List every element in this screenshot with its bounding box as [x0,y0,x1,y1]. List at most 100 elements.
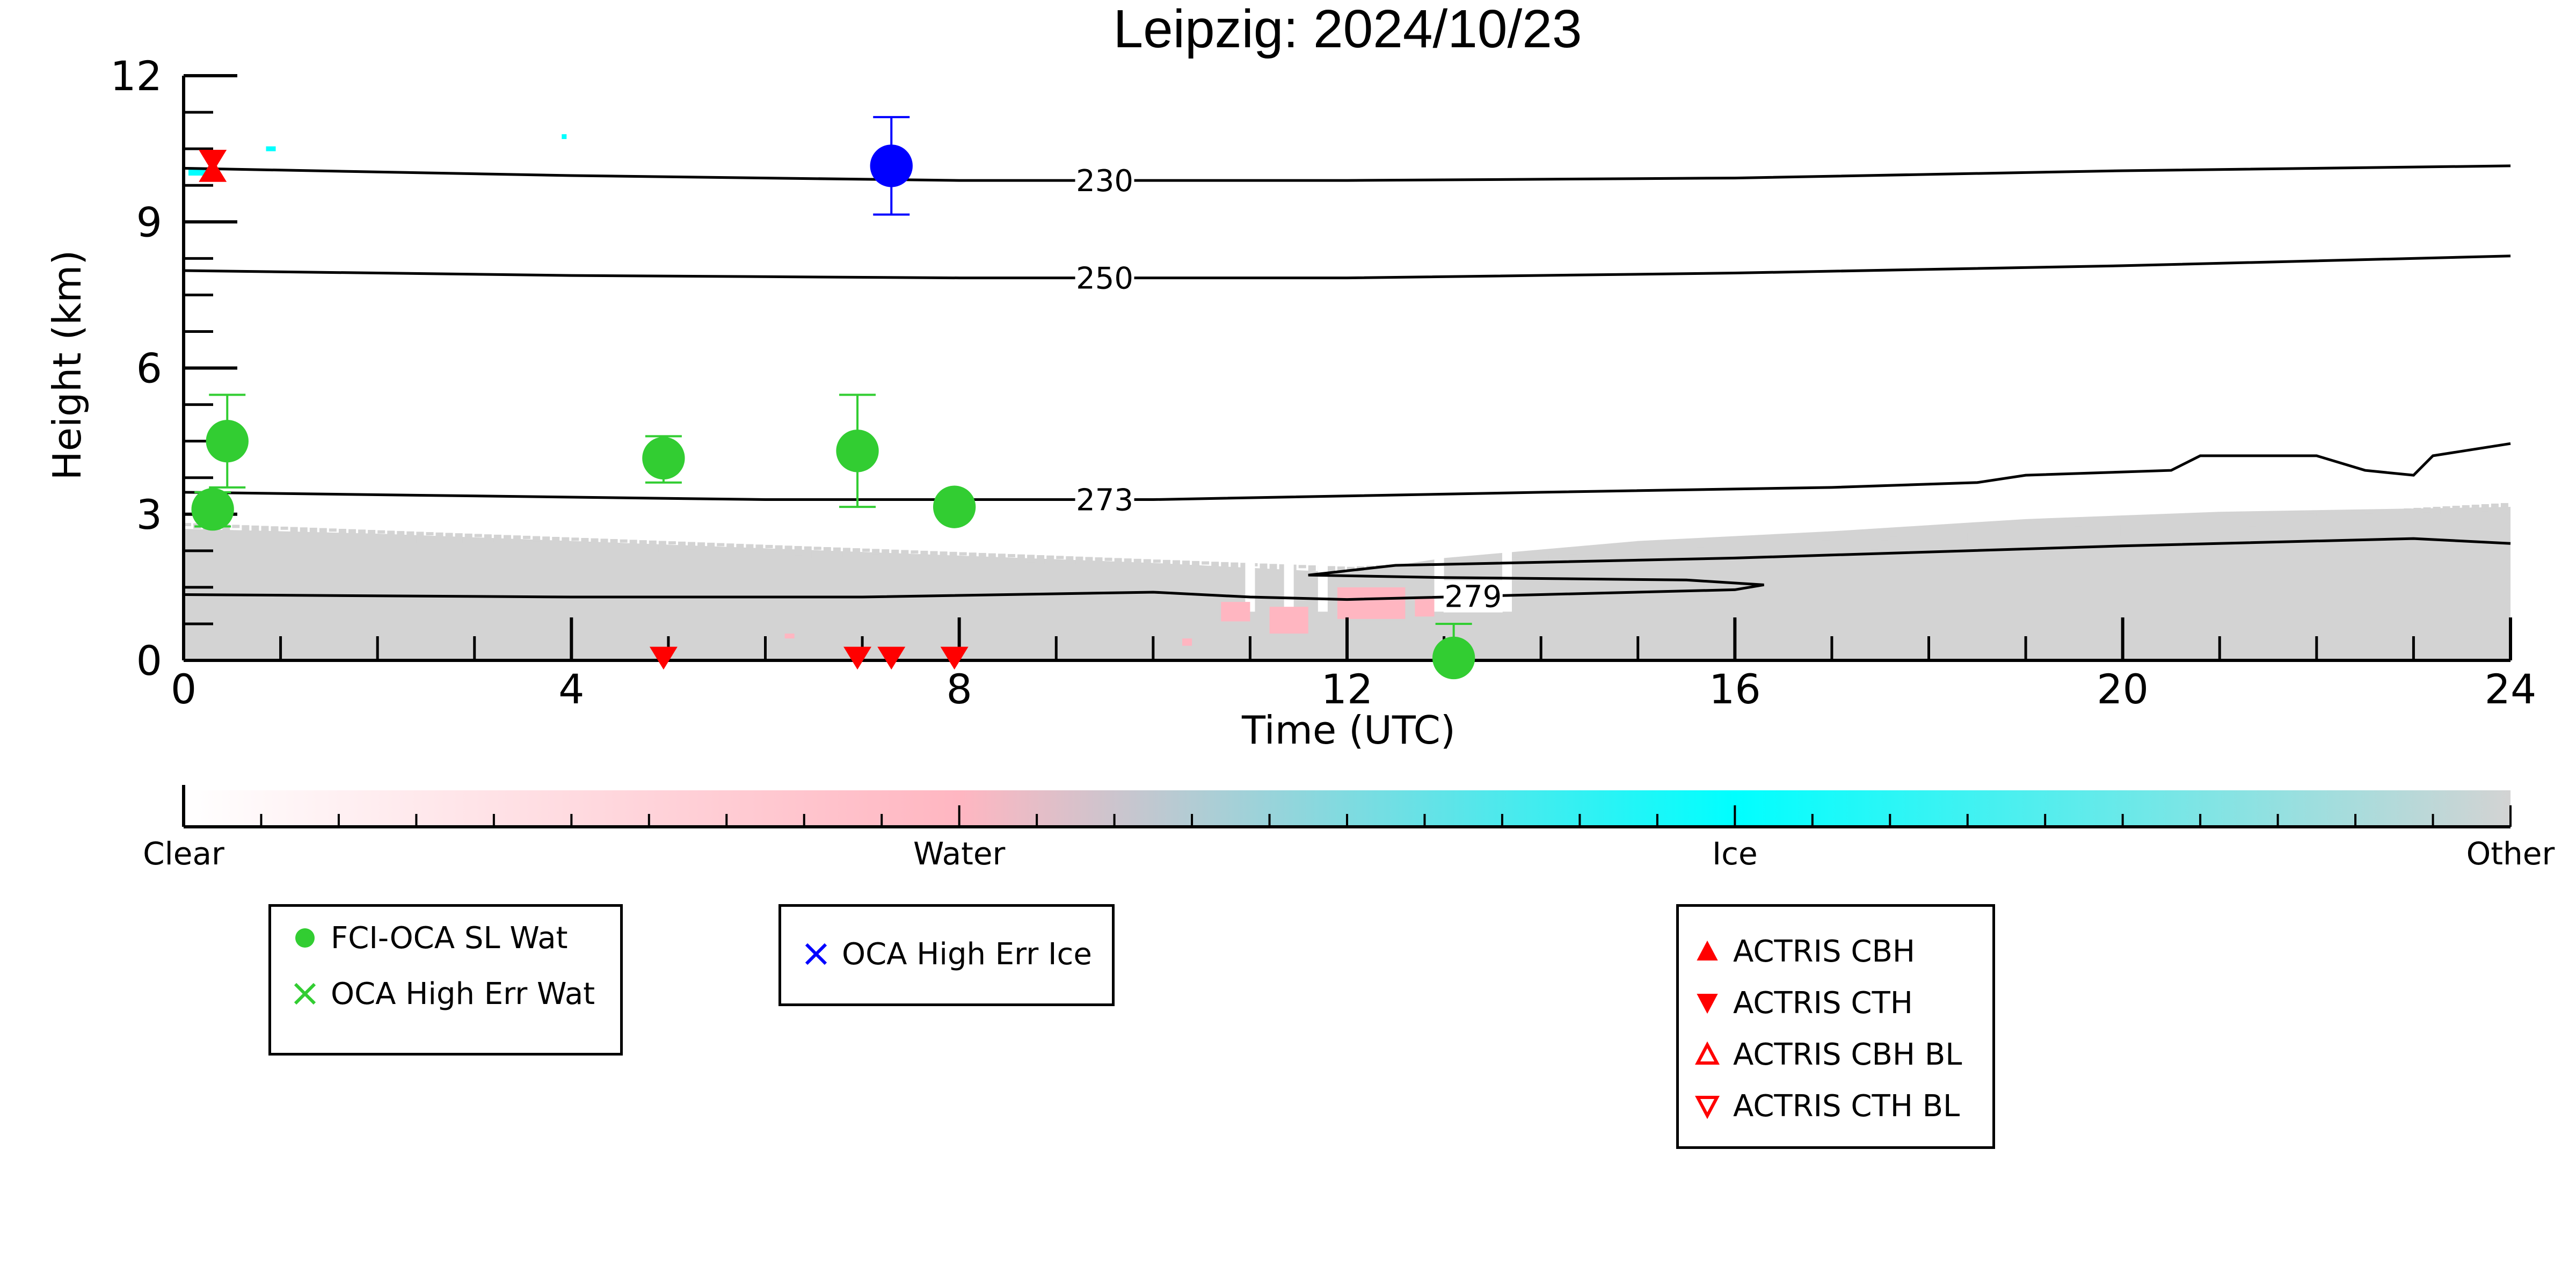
cloud-mask-speckle [784,545,792,554]
cloud-mask-speckle [251,525,259,533]
cloud-mask-speckle [988,553,996,563]
cloud-mask-speckle [1269,564,1277,572]
cloud-mask-water [1182,638,1192,646]
cloud-mask-speckle [1900,536,1908,544]
cloud-mask-speckle [872,549,880,555]
cloud-mask-speckle [2035,528,2043,534]
data-point-0-2 [642,436,685,480]
cloud-mask-speckle [678,541,686,547]
cloud-mask-speckle [930,551,938,559]
cloud-mask-speckle [2239,517,2247,525]
cloud-mask-speckle [2268,515,2276,519]
legend-label: FCI-OCA SL Wat [331,920,568,956]
cloud-mask-speckle [1066,556,1074,562]
contour-label-230: 230 [1076,164,1133,199]
cloud-mask-speckle [309,527,317,537]
cloud-mask-speckle [755,544,763,557]
x-tick-label: 24 [2485,665,2537,713]
cloud-mask-speckle [949,551,957,564]
cloud-mask-speckle [2113,524,2121,536]
cloud-mask-speckle [503,535,511,545]
cloud-mask-speckle [523,535,531,539]
cloud-mask-speckle [853,548,861,561]
cloud-mask-speckle [1056,556,1064,559]
cloud-mask-speckle [2500,503,2508,515]
legend-marker-x [294,983,316,1005]
cloud-mask-speckle [726,543,734,549]
cloud-mask-speckle [1162,559,1170,565]
cloud-mask-speckle [2365,510,2373,514]
cloud-mask-speckle [833,547,841,555]
cloud-mask-speckle [1686,548,1694,551]
cloud-mask-speckle [1599,552,1607,558]
cloud-mask-speckle [290,527,298,533]
cloud-mask-speckle [2064,527,2072,539]
data-point-0-3 [836,430,879,472]
cloud-mask-speckle [1996,530,2004,539]
cloud-mask-speckle [794,545,802,556]
cloud-mask-speckle [2481,504,2489,512]
cloud-mask-speckle [978,552,986,561]
x-tick-label: 12 [1321,665,1373,713]
cloud-mask-water [1415,597,1435,617]
cloud-mask-speckle [1221,562,1229,570]
cloud-mask-speckle [2248,516,2257,527]
cloud-mask-speckle [1880,537,1888,541]
cloud-mask-speckle [1143,559,1151,571]
x-tick-label: 16 [1709,665,1761,713]
cloud-mask-speckle [823,547,831,553]
legend-marker-circle [295,928,315,948]
y-tick-label: 9 [136,198,162,246]
cloud-mask-speckle [1298,565,1306,569]
cloud-mask-speckle [1919,535,1927,547]
cloud-mask-speckle [1715,546,1723,556]
cloud-mask-speckle [184,523,191,527]
legend-label: OCA High Err Ice [842,936,1092,972]
cloud-mask-speckle [1482,559,1490,571]
cloud-mask-speckle [959,552,967,556]
cloud-mask-speckle [280,526,288,530]
data-point-0-4 [933,485,976,528]
x-tick-label: 4 [558,665,584,713]
cloud-mask-speckle [1812,541,1820,551]
cloud-mask-speckle [416,532,424,544]
cloud-mask-speckle [1104,557,1112,561]
cloud-mask-speckle [1909,535,1917,545]
cloud-mask-speckle [1075,556,1083,564]
cloud-mask-speckle [2316,513,2324,516]
cloud-mask-speckle [368,530,376,542]
chart-title: Leipzig: 2024/10/23 [1114,0,1582,59]
cloud-mask-speckle [1037,555,1045,565]
colorbar-label: Water [913,835,1006,872]
cloud-mask-speckle [2006,530,2014,540]
cloud-mask-speckle [1986,531,1995,537]
legend-label: ACTRIS CBH BL [1733,1037,1962,1072]
cloud-mask-speckle [493,534,501,542]
cloud-mask-speckle [639,540,647,548]
contour-line-230 [183,164,2511,182]
cloud-mask-speckle [1948,533,1956,541]
cloud-mask-speckle [1764,543,1772,554]
cloud-mask-speckle [736,543,744,551]
cloud-mask-speckle [397,531,405,539]
cloud-mask-speckle [1007,554,1015,557]
cloud-mask-speckle [571,537,579,541]
cloud-mask-speckle [1861,538,1869,548]
cloud-mask-speckle [2346,511,2354,521]
cloud-mask-speckle [406,531,414,541]
cloud-mask-ice [562,134,567,139]
cloud-mask-speckle [261,526,269,536]
cloud-mask-speckle [1589,553,1597,557]
legend-entry: ACTRIS CTH BL [1691,1087,1960,1125]
cloud-mask-speckle [1609,552,1617,560]
cloud-mask-speckle [1260,563,1268,569]
cloud-mask-speckle [1802,541,1810,549]
legend-marker-triangle-up-open [1695,1041,1720,1065]
cloud-mask-speckle [2181,520,2189,526]
cloud-mask-speckle [348,529,356,537]
cloud-mask-speckle [242,525,250,531]
cloud-mask-speckle [1890,536,1898,542]
cloud-mask-speckle [2142,522,2150,530]
cloud-mask-speckle [1696,547,1704,553]
data-point-0-1 [206,419,249,463]
